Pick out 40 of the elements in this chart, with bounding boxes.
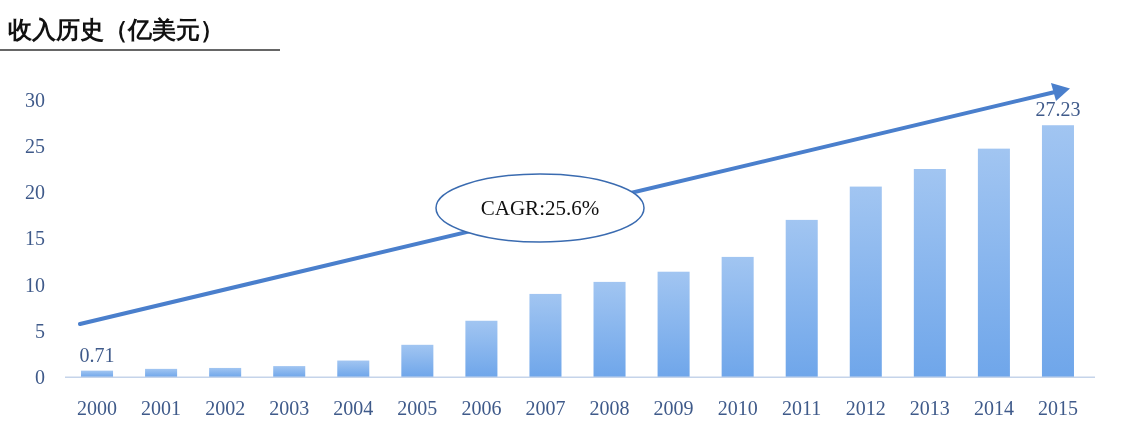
x-tick-label: 2001 [141, 397, 182, 419]
x-tick-label: 2006 [461, 397, 502, 419]
x-tick-label: 2003 [269, 397, 310, 419]
bar [977, 148, 1010, 378]
x-tick-label: 2012 [845, 397, 886, 419]
bar [721, 256, 754, 378]
chart-title: 收入历史（亿美元） [8, 16, 224, 43]
bar [785, 219, 818, 378]
data-label: 27.23 [1035, 98, 1081, 121]
x-tick-label: 2008 [589, 397, 630, 419]
y-tick-label: 20 [25, 181, 45, 204]
y-tick-label: 30 [25, 88, 45, 111]
bar [593, 281, 626, 378]
x-tick-label: 2015 [1037, 397, 1078, 419]
bar [273, 366, 306, 378]
bar [849, 186, 882, 378]
x-tick-label: 2004 [333, 397, 374, 419]
bar [529, 293, 562, 378]
bar [401, 344, 434, 378]
annotation: CAGR:25.6% [480, 196, 600, 220]
x-tick-label: 2005 [397, 397, 438, 419]
x-tick-label: 2011 [782, 397, 822, 419]
bar [913, 169, 946, 378]
data-label: 0.71 [79, 343, 115, 366]
x-tick-label: 2007 [525, 397, 566, 419]
bar [337, 360, 370, 378]
x-tick-label: 2009 [653, 397, 694, 419]
bar [1041, 125, 1074, 378]
y-tick-label: 0 [35, 366, 45, 389]
y-tick-label: 10 [25, 273, 45, 296]
bar [465, 320, 498, 378]
x-tick-label: 2013 [909, 397, 950, 419]
x-tick-label: 2010 [717, 397, 758, 419]
x-tick-label: 2002 [205, 397, 246, 419]
x-tick-label: 2000 [77, 397, 118, 419]
y-tick-label: 5 [35, 319, 45, 342]
y-tick-label: 15 [25, 227, 45, 250]
x-tick-label: 2014 [973, 397, 1014, 419]
y-tick-label: 25 [25, 134, 45, 157]
bar [657, 271, 690, 378]
